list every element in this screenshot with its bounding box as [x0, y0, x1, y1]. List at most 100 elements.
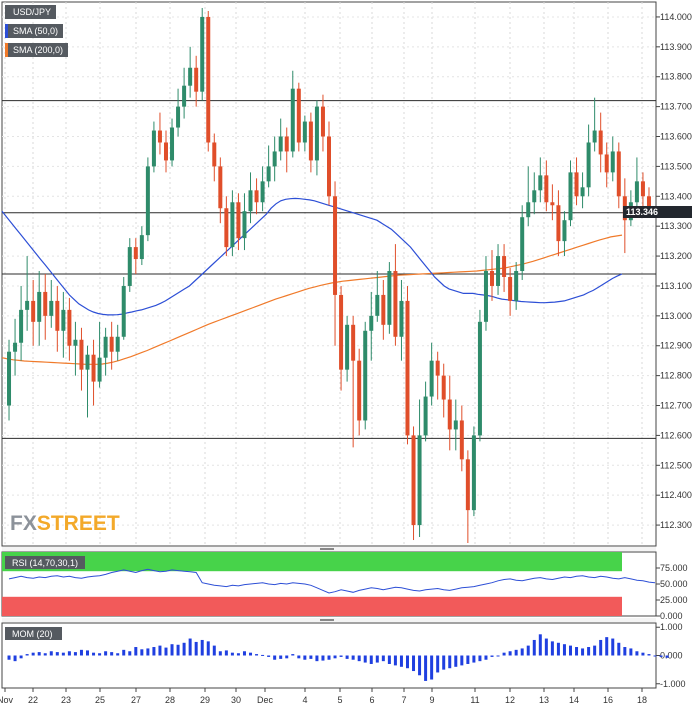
mom-bar [454, 655, 458, 667]
candle-body [218, 166, 223, 209]
legend-usdjpy[interactable]: USD/JPY [5, 5, 57, 19]
mom-bar [593, 645, 597, 656]
candle-body [290, 88, 295, 152]
candle-body [206, 16, 211, 143]
mom-bar [532, 639, 536, 656]
candle-body [25, 300, 30, 310]
candle-body [260, 181, 265, 203]
candle-body [477, 321, 482, 436]
candle-body [333, 196, 338, 295]
mom-bar [315, 655, 319, 662]
candle-body [194, 67, 199, 92]
candle-body [314, 106, 319, 161]
mom-bar [653, 655, 657, 657]
mom-bar [665, 655, 669, 658]
x-tick-label: 29 [200, 695, 210, 705]
candle-body [13, 342, 18, 352]
mom-bar [104, 651, 108, 656]
mom-bar [309, 655, 313, 659]
mom-bar [164, 647, 168, 656]
candle-body [411, 435, 416, 526]
legend-sma200[interactable]: SMA (200,0) [5, 43, 69, 57]
candle-body [357, 360, 362, 421]
candle-body [7, 351, 12, 406]
candle-body [284, 136, 289, 152]
mom-bar [381, 655, 385, 662]
y-tick-label: 113.000 [660, 311, 692, 321]
x-tick-label: 18 [637, 695, 647, 705]
candle-body [508, 276, 513, 301]
x-tick-label: 14 [569, 695, 579, 705]
mom-bar [61, 652, 65, 656]
mom-bar [393, 655, 397, 666]
candle-body [115, 336, 120, 352]
y-tick-label: 112.600 [660, 430, 692, 440]
mom-bar [478, 655, 482, 662]
mom-bar [224, 650, 228, 656]
mom-bar [472, 655, 476, 663]
candle-body [151, 130, 156, 167]
mom-bar [79, 649, 83, 656]
candle-body [200, 16, 205, 92]
candle-body [550, 202, 555, 206]
y-tick-label: 113.300 [660, 221, 692, 231]
mom-bar [279, 655, 283, 659]
mom-bar [647, 654, 651, 656]
candle-body [224, 208, 229, 248]
candle-body [369, 315, 374, 331]
mom-bar [508, 651, 512, 656]
candle-body [248, 190, 253, 212]
candle-body [31, 300, 36, 322]
candle-body [109, 336, 114, 352]
mom-bar [188, 638, 192, 656]
mom-bar [49, 651, 53, 656]
candle-body [459, 420, 464, 460]
candle-body [345, 324, 350, 370]
candle-body [278, 136, 283, 152]
mom-bar [297, 655, 301, 659]
mom-bar [387, 655, 391, 664]
y-tick-label: 113.500 [660, 161, 692, 171]
mom-bar [152, 647, 156, 656]
candle-body [496, 256, 501, 286]
x-tick-label: 11 [470, 695, 479, 705]
mom-bar [466, 655, 470, 664]
candle-body [604, 154, 609, 173]
mom-bar [37, 652, 41, 656]
mom-bar [170, 644, 174, 656]
y-tick-label: 112.900 [660, 341, 692, 351]
rsi-tick-label: 50.000 [660, 579, 688, 589]
y-tick-label: 113.400 [660, 191, 692, 201]
candle-body [538, 175, 543, 191]
candle-body [598, 130, 603, 155]
mom-bar [538, 634, 542, 656]
candle-body [170, 127, 175, 161]
mom-bar [363, 655, 367, 663]
y-tick-label: 112.800 [660, 371, 692, 381]
mom-bar [484, 655, 488, 660]
candle-body [236, 202, 241, 239]
mom-bar [7, 655, 11, 660]
x-tick-label: Dec [257, 695, 274, 705]
mom-bar [442, 655, 446, 670]
candle-body [351, 324, 356, 361]
mom-bar [176, 644, 180, 656]
mom-bar [285, 655, 289, 659]
mom-bar [158, 645, 162, 656]
candle-body [327, 136, 331, 197]
mom-bar [303, 655, 307, 660]
candle-body [212, 142, 217, 167]
legend-sma50[interactable]: SMA (50,0) [5, 24, 64, 38]
candle-body [121, 285, 126, 337]
x-tick-label: 7 [401, 695, 406, 705]
mom-bar [43, 653, 47, 656]
mom-bar [581, 648, 585, 656]
candle-body [19, 309, 24, 343]
mom-bar [544, 638, 548, 656]
y-tick-label: 112.300 [660, 520, 692, 530]
mom-bar [73, 652, 77, 656]
mom-bar [236, 653, 240, 656]
mom-bar [267, 655, 271, 657]
mom-tick-label: 0.000 [660, 651, 683, 661]
